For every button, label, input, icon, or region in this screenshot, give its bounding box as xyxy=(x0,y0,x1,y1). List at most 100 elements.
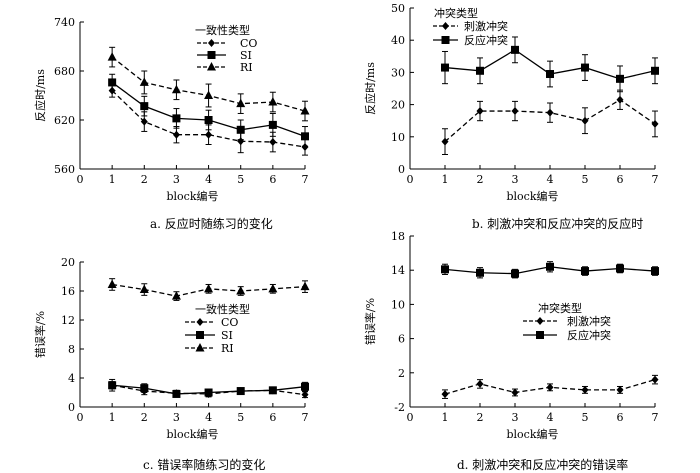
caption-chart-d: d. 刺激冲突和反应冲突的错误率 xyxy=(457,458,629,472)
chart-d: 0 1 2 3 4 5 6 7 -2 2 6 10 14 18 block编号 错误率/% 冲突类型刺激冲突反应… xyxy=(363,230,659,441)
x-axis-title: block编号 xyxy=(166,427,218,441)
x-tick-label: 0 xyxy=(77,173,84,186)
data-point xyxy=(205,130,213,139)
x-tick-label: 1 xyxy=(109,173,116,186)
data-point xyxy=(171,84,181,94)
data-point xyxy=(441,265,449,274)
x-tick-label: 3 xyxy=(512,411,519,424)
x-tick-label: 4 xyxy=(205,173,212,186)
data-point xyxy=(236,98,246,108)
data-point xyxy=(236,387,245,396)
x-tick-label: 6 xyxy=(617,411,624,424)
legend-marker xyxy=(196,318,204,326)
x-tick-label: 0 xyxy=(77,411,84,424)
data-point xyxy=(204,283,214,293)
data-point xyxy=(204,116,213,124)
series-RI xyxy=(107,278,310,301)
caption-chart-b: b. 刺激冲突和反应冲突的反应时 xyxy=(472,217,644,231)
x-axis-title: block编号 xyxy=(506,189,558,203)
data-point xyxy=(511,388,519,397)
data-point xyxy=(441,137,449,146)
legend-label: RI xyxy=(240,61,253,74)
y-tick-label: 40 xyxy=(391,34,405,47)
caption-chart-c: c. 错误率随练习的变化 xyxy=(143,458,266,472)
data-point xyxy=(172,389,181,398)
y-tick-label: 4 xyxy=(68,372,75,385)
x-tick-label: 0 xyxy=(407,173,414,186)
x-tick-label: 7 xyxy=(652,411,659,424)
y-tick-label: 2 xyxy=(398,367,405,380)
data-point xyxy=(301,142,309,151)
y-tick-label: 16 xyxy=(61,285,75,298)
data-point xyxy=(140,117,148,126)
data-point xyxy=(651,119,659,128)
legend-marker xyxy=(441,36,450,44)
y-tick-label: 50 xyxy=(391,2,405,15)
data-point xyxy=(300,281,310,291)
data-point xyxy=(300,106,310,115)
legend-marker xyxy=(208,39,215,47)
data-point xyxy=(204,388,213,397)
x-tick-label: 6 xyxy=(617,173,624,186)
data-point xyxy=(268,97,278,106)
x-tick-label: 1 xyxy=(442,173,449,186)
y-tick-label: 30 xyxy=(391,66,405,79)
legend-marker xyxy=(536,317,544,325)
chart-b: 0 1 2 3 4 5 6 7 0 10 20 30 40 50 block编号 反应时/ms 冲突类型刺激冲突… xyxy=(363,2,659,203)
x-tick-label: 2 xyxy=(477,173,484,186)
x-tick-label: 5 xyxy=(237,173,244,186)
x-tick-label: 7 xyxy=(302,411,309,424)
y-tick-label: 20 xyxy=(61,256,75,269)
legend-label: SI xyxy=(240,49,252,62)
data-point xyxy=(546,262,554,271)
x-tick-label: 6 xyxy=(269,173,276,186)
data-point xyxy=(301,390,309,399)
data-point xyxy=(236,286,246,295)
y-tick-label: 10 xyxy=(391,131,405,144)
data-point xyxy=(511,45,519,54)
legend-marker xyxy=(442,22,449,30)
x-tick-label: 7 xyxy=(652,173,659,186)
x-tick-label: 2 xyxy=(141,173,148,186)
data-point xyxy=(301,382,309,391)
series-刺激冲突 xyxy=(441,89,659,156)
y-axis-title: 错误率/% xyxy=(33,311,47,358)
data-point xyxy=(172,130,180,139)
legend-title: 一致性类型 xyxy=(195,302,250,316)
data-point xyxy=(581,267,589,276)
x-tick-label: 2 xyxy=(141,411,148,424)
data-point xyxy=(441,63,449,72)
y-tick-label: 20 xyxy=(391,99,405,112)
series-RI xyxy=(107,46,310,122)
y-axis-title: 错误率/% xyxy=(363,298,377,345)
x-tick-label: 1 xyxy=(109,411,116,424)
data-point xyxy=(268,283,278,293)
x-tick-label: 4 xyxy=(547,411,554,424)
legend-label: 反应冲突 xyxy=(567,328,611,342)
x-tick-label: 6 xyxy=(269,411,276,424)
legend-label: SI xyxy=(221,329,233,342)
legend-label: CO xyxy=(221,316,238,329)
x-tick-label: 5 xyxy=(582,173,589,186)
data-point xyxy=(651,267,659,276)
data-point xyxy=(616,74,624,83)
y-tick-label: 18 xyxy=(391,230,405,243)
data-point xyxy=(108,78,117,87)
data-point xyxy=(269,138,277,147)
x-tick-label: 3 xyxy=(173,173,180,186)
series-反应冲突 xyxy=(441,261,659,279)
y-tick-label: 620 xyxy=(54,114,75,127)
legend-title: 一致性类型 xyxy=(195,23,250,37)
series-反应冲突 xyxy=(441,36,659,93)
y-tick-label: 0 xyxy=(398,163,405,176)
data-point xyxy=(511,269,519,278)
x-tick-label: 5 xyxy=(237,411,244,424)
legend-marker xyxy=(196,331,204,339)
data-point xyxy=(441,390,449,399)
data-point xyxy=(581,116,589,125)
x-tick-label: 2 xyxy=(477,411,484,424)
data-point xyxy=(546,108,554,117)
data-point xyxy=(581,385,589,394)
